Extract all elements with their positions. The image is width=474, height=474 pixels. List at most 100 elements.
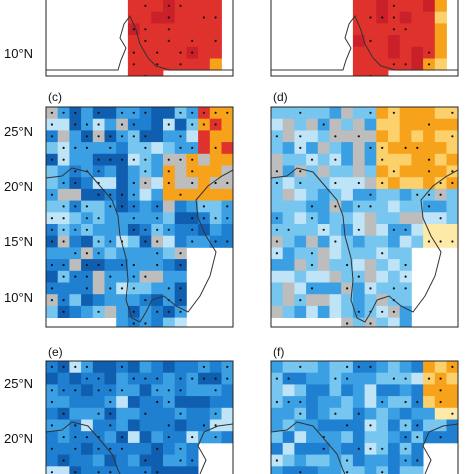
grid-cell: [57, 188, 70, 201]
significance-dot: [214, 424, 217, 427]
grid-cell: [364, 23, 377, 36]
grid-cell: [151, 130, 164, 143]
significance-dot: [451, 181, 454, 185]
significance-dot: [97, 263, 100, 267]
grid-cell: [388, 46, 401, 59]
grid-cell: [139, 70, 152, 76]
significance-dot: [439, 217, 442, 220]
grid-cell: [186, 130, 199, 143]
grid-cell: [198, 130, 211, 143]
grid-cell: [209, 396, 222, 409]
significance-dot: [156, 63, 159, 66]
grid-cell: [341, 188, 354, 201]
significance-dot: [404, 436, 407, 439]
significance-dot: [275, 252, 278, 255]
grid-cell: [282, 259, 295, 272]
grid-cell: [341, 212, 354, 225]
grid-cell: [151, 188, 164, 201]
grid-cell: [127, 454, 140, 467]
grid-cell: [411, 35, 424, 48]
grid-cell: [186, 384, 199, 397]
grid-cell: [294, 212, 307, 225]
grid-cell: [446, 200, 458, 213]
significance-dot: [191, 181, 194, 185]
grid-cell: [364, 407, 377, 420]
grid-cell: [46, 247, 59, 260]
grid-cell: [306, 361, 319, 374]
grid-cell: [151, 35, 164, 48]
significance-dot: [132, 377, 135, 380]
significance-dot: [62, 412, 65, 415]
significance-dot: [144, 39, 147, 43]
grid-cell: [282, 177, 295, 190]
significance-dot: [191, 459, 194, 462]
significance-dot: [346, 322, 349, 325]
significance-dot: [97, 389, 100, 392]
grid-cell: [411, 361, 424, 374]
grid-cell: [317, 235, 330, 248]
significance-dot: [191, 39, 194, 43]
significance-dot: [439, 436, 442, 439]
significance-dot: [50, 217, 54, 220]
grid-cell: [282, 407, 295, 420]
grid-cell: [364, 466, 377, 474]
panel-d-grid: [271, 107, 458, 327]
grid-cell: [376, 372, 389, 385]
grid-cell: [341, 247, 354, 260]
significance-dot: [132, 205, 135, 208]
significance-dot: [132, 181, 135, 185]
grid-cell: [341, 431, 354, 444]
grid-cell: [139, 396, 152, 409]
grid-cell: [399, 200, 412, 213]
significance-dot: [109, 275, 112, 278]
grid-cell: [282, 454, 295, 467]
significance-dot: [50, 400, 54, 404]
grid-cell: [163, 188, 176, 201]
significance-dot: [404, 63, 407, 66]
grid-cell: [352, 396, 365, 409]
significance-dot: [299, 181, 302, 185]
significance-dot: [287, 400, 290, 404]
significance-dot: [144, 228, 147, 231]
significance-dot: [404, 228, 407, 231]
grid-cell: [271, 294, 284, 307]
grid-cell: [423, 396, 436, 409]
significance-dot: [439, 193, 442, 196]
significance-dot: [357, 447, 360, 450]
grid-cell: [92, 282, 105, 295]
grid-cell: [329, 142, 342, 155]
significance-dot: [369, 111, 372, 114]
grid-cell: [198, 153, 211, 166]
significance-dot: [357, 412, 360, 415]
grid-cell: [317, 282, 330, 295]
significance-dot: [451, 111, 454, 114]
significance-dot: [132, 135, 135, 138]
grid-cell: [388, 396, 401, 409]
significance-dot: [74, 181, 77, 185]
grid-cell: [69, 212, 82, 225]
significance-dot: [357, 205, 360, 208]
significance-dot: [381, 16, 384, 19]
grid-cell: [163, 212, 176, 225]
grid-cell: [329, 466, 342, 474]
significance-dot: [109, 287, 112, 290]
grid-cell: [341, 177, 354, 190]
coastline-top-right: [271, 15, 458, 71]
grid-cell: [271, 282, 284, 295]
grid-cell: [317, 270, 330, 283]
significance-dot: [214, 111, 217, 114]
grid-cell: [282, 130, 295, 143]
grid-cell: [271, 305, 284, 318]
grid-cell: [221, 142, 233, 155]
grid-cell: [46, 165, 59, 178]
grid-cell: [198, 177, 211, 190]
grid-cell: [411, 407, 424, 420]
grid-cell: [317, 361, 330, 374]
grid-cell: [434, 165, 447, 178]
grid-cell: [127, 11, 140, 24]
significance-dot: [310, 158, 314, 161]
grid-cell: [341, 270, 354, 283]
grid-cell: [306, 188, 319, 201]
grid-cell: [198, 431, 211, 444]
grid-cell: [151, 11, 164, 24]
